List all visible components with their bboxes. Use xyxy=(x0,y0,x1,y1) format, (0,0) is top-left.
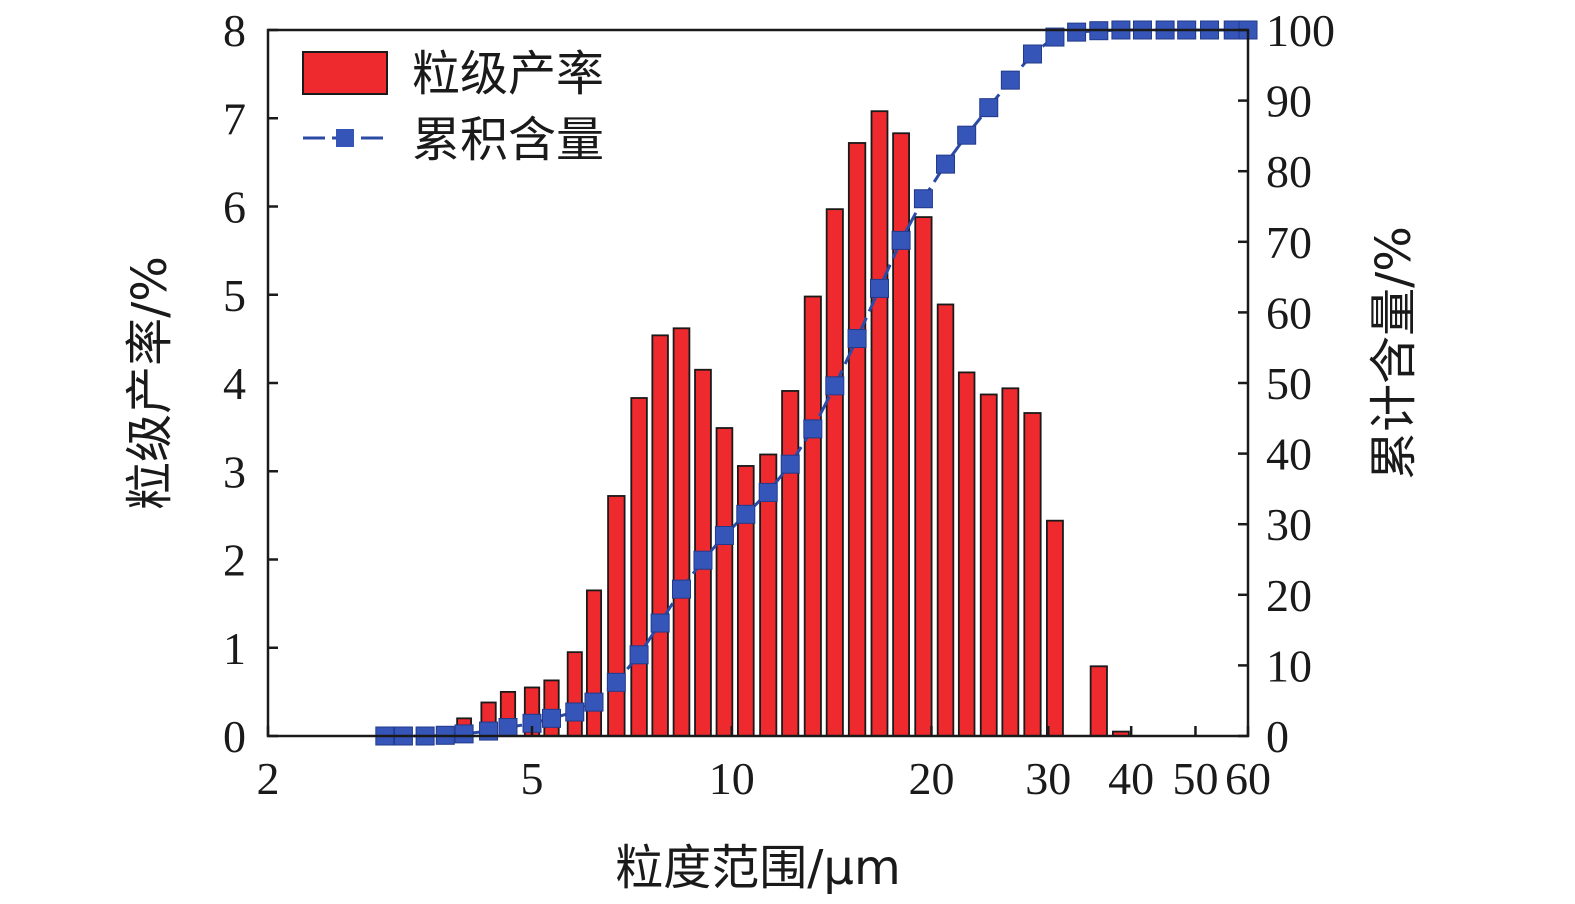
bar xyxy=(781,390,800,737)
line-point xyxy=(979,98,999,118)
bar xyxy=(585,589,603,737)
bar xyxy=(1001,387,1020,737)
y-right-tick-label: 100 xyxy=(1266,5,1335,56)
axes-layer: 2 5 10 20 30 40 50 6001234567801020304050607080… xyxy=(223,5,1335,804)
bar xyxy=(715,427,734,737)
line-point xyxy=(913,189,933,209)
x-tick-label: 20 xyxy=(908,753,954,804)
bar xyxy=(1023,412,1042,737)
y-right-tick-label: 30 xyxy=(1266,499,1312,550)
bar xyxy=(1089,665,1108,737)
y-left-tick-label: 6 xyxy=(223,182,246,233)
y-axis-left-title: 粒级产率/% xyxy=(122,256,178,510)
x-tick-label: 30 xyxy=(1025,753,1071,804)
y-right-tick-label: 90 xyxy=(1266,76,1312,127)
bar xyxy=(847,142,867,737)
line-point xyxy=(606,672,626,692)
line-point xyxy=(1022,44,1042,64)
line-point xyxy=(847,329,867,349)
line-point xyxy=(736,504,756,524)
bar xyxy=(607,495,626,737)
bar xyxy=(651,334,669,737)
bar xyxy=(936,303,955,737)
line-point xyxy=(1067,22,1087,42)
line-point xyxy=(1000,70,1020,90)
y-left-tick-label: 3 xyxy=(223,446,246,497)
x-tick-label: 5 xyxy=(521,753,544,804)
line-point xyxy=(565,702,585,722)
bar xyxy=(825,208,844,737)
line-point xyxy=(957,125,977,145)
y-right-tick-label: 20 xyxy=(1266,570,1312,621)
legend-bar-swatch xyxy=(302,51,388,95)
line-point xyxy=(542,708,562,728)
bar xyxy=(672,327,691,737)
bar xyxy=(1046,519,1064,737)
y-left-tick-label: 7 xyxy=(223,93,246,144)
y-left-tick-label: 2 xyxy=(223,535,246,586)
y-right-tick-label: 60 xyxy=(1266,287,1312,338)
y-left-tick-label: 8 xyxy=(223,5,246,56)
bar xyxy=(566,651,583,737)
bars-layer xyxy=(437,110,1130,737)
line-point xyxy=(498,718,518,738)
x-tick-label: 60 xyxy=(1225,753,1271,804)
legend-bar-label: 粒级产率 xyxy=(412,46,604,102)
bar xyxy=(870,110,889,737)
x-tick-label: 10 xyxy=(709,753,755,804)
line-point xyxy=(1045,27,1065,47)
x-tick-label: 50 xyxy=(1172,753,1218,804)
line-point xyxy=(758,482,778,502)
line-point xyxy=(454,724,474,744)
bar xyxy=(892,132,910,737)
line-point xyxy=(584,692,604,712)
line-point xyxy=(780,454,800,474)
x-tick-label: 40 xyxy=(1108,753,1154,804)
y-right-tick-label: 40 xyxy=(1266,429,1312,480)
bar xyxy=(979,393,998,737)
line-point xyxy=(650,613,670,633)
y-right-tick-label: 70 xyxy=(1266,217,1312,268)
legend-line-marker xyxy=(336,129,354,147)
line-point xyxy=(479,721,499,741)
y-left-tick-label: 0 xyxy=(223,711,246,762)
line-point xyxy=(891,230,911,250)
bar xyxy=(803,295,822,737)
line-point xyxy=(714,526,734,545)
y-right-tick-label: 0 xyxy=(1266,711,1289,762)
x-tick-label: 2 xyxy=(257,753,280,804)
line-point xyxy=(672,579,691,599)
y-right-tick-label: 80 xyxy=(1266,146,1312,197)
line-point xyxy=(803,419,823,439)
bar xyxy=(914,216,933,737)
bar xyxy=(630,397,648,737)
legend-line-label: 累积含量 xyxy=(412,112,604,168)
axis-titles: 粒度范围/μm 粒级产率/% 累计含量/% xyxy=(122,226,1422,896)
line-point xyxy=(629,645,649,665)
y-right-tick-label: 50 xyxy=(1266,358,1312,409)
y-left-tick-label: 5 xyxy=(223,270,246,321)
y-left-tick-label: 1 xyxy=(223,623,246,674)
x-axis-title: 粒度范围/μm xyxy=(615,840,900,896)
line-point xyxy=(693,550,713,570)
line-point xyxy=(825,376,845,396)
line-point xyxy=(870,278,889,298)
bar xyxy=(957,371,976,737)
y-axis-right-title: 累计含量/% xyxy=(1366,226,1422,480)
y-right-tick-label: 10 xyxy=(1266,640,1312,691)
line-point xyxy=(936,154,956,174)
y-left-tick-label: 4 xyxy=(223,358,246,409)
